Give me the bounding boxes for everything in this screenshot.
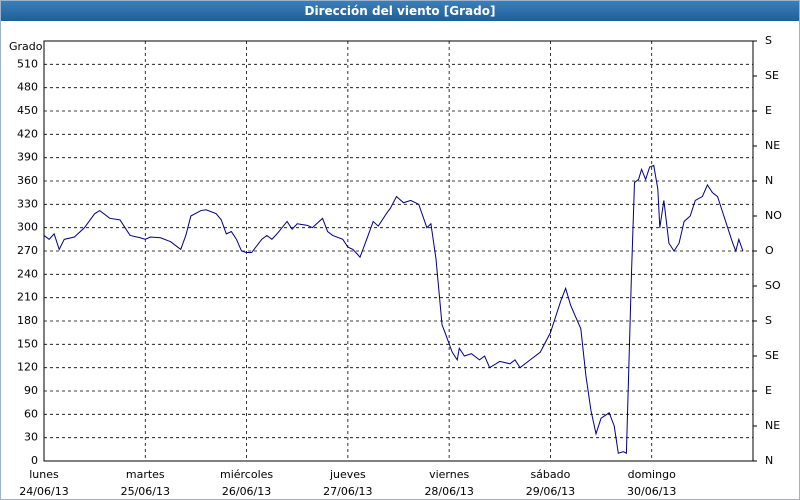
y-tick-label: 90 [24,384,38,397]
x-tick-label: jueves [329,468,366,481]
x-tick-date: 28/06/13 [424,485,473,498]
y-tick-label: 180 [17,314,38,327]
y-tick-label: 120 [17,361,38,374]
y-tick-label: 480 [17,81,38,94]
y-tick-label: 210 [17,291,38,304]
y-tick-label: 510 [17,57,38,70]
y2-tick-label: S [765,314,772,327]
y-tick-label: 300 [17,221,38,234]
y-tick-label: 330 [17,197,38,210]
x-tick-label: viernes [429,468,469,481]
y2-tick-label: E [765,384,772,397]
x-tick-label: martes [126,468,165,481]
chart-title: Dirección del viento [Grado] [1,1,799,21]
y2-tick-label: SO [765,279,781,292]
x-tick-date: 25/06/13 [121,485,170,498]
y2-tick-label: NE [765,419,780,432]
y2-tick-label: N [765,174,773,187]
x-tick-label: lunes [29,468,59,481]
x-tick-label: domingo [628,468,676,481]
x-tick-label: miércoles [220,468,273,481]
x-tick-date: 27/06/13 [323,485,372,498]
y-tick-label: 270 [17,244,38,257]
y2-tick-label: SE [765,349,779,362]
y2-tick-label: O [765,244,774,257]
y-tick-label: 60 [24,407,38,420]
y2-tick-label: E [765,104,772,117]
y-tick-label: 420 [17,127,38,140]
y-tick-label: 390 [17,151,38,164]
x-tick-date: 24/06/13 [19,485,68,498]
y-tick-label: 240 [17,267,38,280]
x-tick-date: 30/06/13 [627,485,676,498]
y-axis-label: Grado [9,40,43,53]
y-tick-label: 0 [31,454,38,467]
y2-tick-label: NE [765,139,780,152]
y2-tick-label: S [765,34,772,47]
x-tick-label: sábado [530,468,570,481]
y-tick-label: 30 [24,431,38,444]
y2-tick-label: SE [765,69,779,82]
data-line [43,164,744,455]
y2-tick-label: N [765,454,773,467]
x-tick-date: 29/06/13 [526,485,575,498]
x-tick-date: 26/06/13 [222,485,271,498]
y-tick-label: 150 [17,337,38,350]
y2-tick-label: NO [765,209,782,222]
y-tick-label: 450 [17,104,38,117]
y-tick-label: 360 [17,174,38,187]
